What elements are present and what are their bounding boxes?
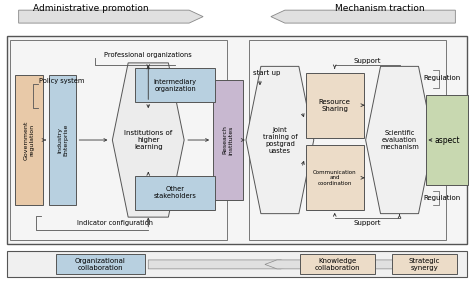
FancyBboxPatch shape <box>7 252 467 277</box>
Text: Strategic
synergy: Strategic synergy <box>409 258 440 271</box>
FancyBboxPatch shape <box>306 73 364 138</box>
Text: Institutions of
higher
learning: Institutions of higher learning <box>124 130 173 150</box>
Text: Knowledge
collaboration: Knowledge collaboration <box>315 258 361 271</box>
Polygon shape <box>112 63 184 217</box>
FancyBboxPatch shape <box>135 176 215 210</box>
FancyArrow shape <box>271 10 456 23</box>
Text: start up: start up <box>253 70 280 76</box>
Text: Regulation: Regulation <box>424 195 461 201</box>
Text: Indicator configuration: Indicator configuration <box>77 220 154 226</box>
FancyBboxPatch shape <box>392 254 457 274</box>
Polygon shape <box>246 67 314 214</box>
FancyBboxPatch shape <box>213 80 243 200</box>
FancyArrow shape <box>148 260 293 269</box>
FancyArrow shape <box>18 10 203 23</box>
Text: Policy system: Policy system <box>38 78 84 84</box>
FancyBboxPatch shape <box>427 95 468 185</box>
Text: Government
regulation: Government regulation <box>23 120 34 160</box>
Text: Intermediary
organization: Intermediary organization <box>154 79 197 92</box>
FancyBboxPatch shape <box>48 75 76 205</box>
FancyBboxPatch shape <box>55 254 145 274</box>
Text: Joint
training of
postgrad
uastes: Joint training of postgrad uastes <box>263 127 297 153</box>
FancyBboxPatch shape <box>306 145 364 210</box>
Text: Scientific
evaluation
mechanism: Scientific evaluation mechanism <box>380 130 419 150</box>
Text: Support: Support <box>354 220 382 226</box>
Text: Regulation: Regulation <box>424 75 461 81</box>
Text: Resource
Sharing: Resource Sharing <box>319 99 351 112</box>
Polygon shape <box>365 67 433 214</box>
Text: Professional organizations: Professional organizations <box>104 52 192 58</box>
Text: Support: Support <box>354 58 382 65</box>
FancyBboxPatch shape <box>15 75 43 205</box>
Text: Mechanism traction: Mechanism traction <box>335 4 424 13</box>
Text: Organizational
collaboration: Organizational collaboration <box>75 258 126 271</box>
FancyBboxPatch shape <box>301 254 375 274</box>
Text: Communication
and
coordination: Communication and coordination <box>313 170 356 186</box>
Text: Other
stakeholders: Other stakeholders <box>154 186 197 199</box>
Text: Industry
Enterprise: Industry Enterprise <box>57 124 68 156</box>
FancyBboxPatch shape <box>7 36 467 245</box>
Text: aspect: aspect <box>435 136 460 145</box>
FancyArrow shape <box>265 260 419 269</box>
Text: Administrative promotion: Administrative promotion <box>33 4 148 13</box>
FancyBboxPatch shape <box>135 68 215 102</box>
Text: Research
institutes: Research institutes <box>223 125 233 155</box>
